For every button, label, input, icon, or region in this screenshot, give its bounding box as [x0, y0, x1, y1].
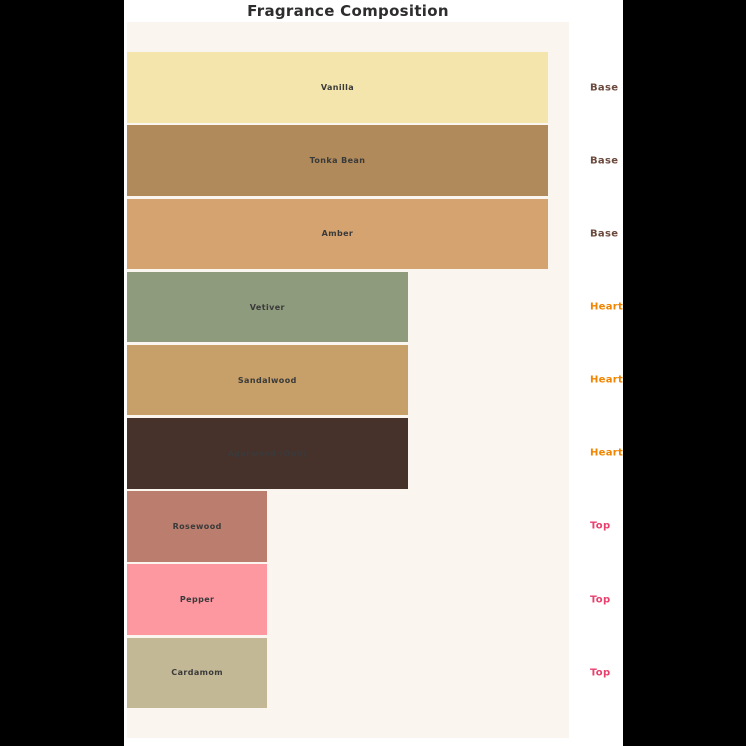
bar-label: Sandalwood — [237, 375, 297, 385]
chart-figure: Fragrance Composition Vanilla Base Tonka B… — [124, 0, 623, 746]
bar-pepper: Pepper — [127, 564, 268, 635]
bar-agarwood-oud: Agarwood (Oud) — [127, 418, 408, 489]
bar-cardamom: Cardamom — [127, 637, 268, 708]
bar-label: Vanilla — [320, 83, 355, 93]
bar-vetiver: Vetiver — [127, 271, 408, 343]
bar-tonka-bean: Tonka Bean — [127, 125, 548, 196]
category-label-top: Top — [590, 520, 611, 532]
bar-label: Tonka Bean — [309, 156, 366, 166]
bar-label: Cardamom — [171, 668, 224, 678]
bar-vanilla: Vanilla — [127, 52, 548, 123]
category-label-heart: Heart — [590, 447, 624, 459]
bar-label: Pepper — [179, 595, 215, 605]
category-label-top: Top — [590, 594, 611, 606]
bar-amber: Amber — [127, 198, 548, 270]
category-label-heart: Heart — [590, 301, 624, 313]
chart-title: Fragrance Composition — [247, 2, 449, 20]
bar-label: Agarwood (Oud) — [227, 448, 307, 458]
bar-label: Amber — [321, 229, 354, 239]
category-label-base: Base — [590, 82, 619, 94]
bar-label: Vetiver — [249, 302, 285, 312]
bar-rosewood: Rosewood — [127, 491, 268, 562]
category-label-base: Base — [590, 155, 619, 167]
category-label-heart: Heart — [590, 374, 624, 386]
bar-sandalwood: Sandalwood — [127, 344, 408, 416]
category-label-top: Top — [590, 667, 611, 679]
category-label-base: Base — [590, 228, 619, 240]
bar-label: Rosewood — [172, 521, 222, 531]
